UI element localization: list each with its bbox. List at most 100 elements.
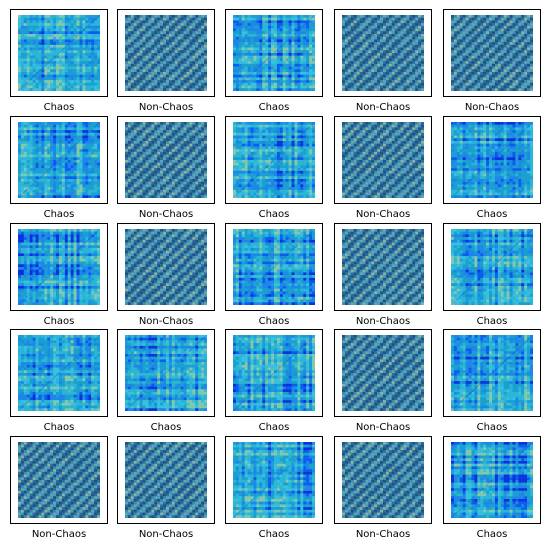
panel-frame bbox=[117, 223, 215, 311]
recurrence-plot-icon bbox=[233, 229, 315, 305]
panel-frame bbox=[334, 329, 432, 417]
panel-label: Chaos bbox=[476, 316, 508, 327]
panel-7: Non-Chaos bbox=[117, 116, 215, 224]
panel-11: Chaos bbox=[10, 223, 108, 331]
panel-label: Chaos bbox=[258, 102, 290, 113]
panel-frame bbox=[225, 329, 323, 417]
recurrence-plot-icon bbox=[233, 122, 315, 198]
panel-label: Chaos bbox=[43, 422, 75, 433]
panel-5: Non-Chaos bbox=[443, 9, 541, 117]
recurrence-plot-icon bbox=[342, 442, 424, 518]
panel-label: Non-Chaos bbox=[31, 529, 87, 540]
recurrence-plot-icon bbox=[342, 229, 424, 305]
panel-label: Chaos bbox=[43, 102, 75, 113]
recurrence-plot-icon bbox=[18, 335, 100, 411]
panel-frame bbox=[117, 9, 215, 97]
recurrence-plot-icon bbox=[451, 229, 533, 305]
recurrence-plot-icon bbox=[18, 122, 100, 198]
panel-frame bbox=[225, 9, 323, 97]
panel-9: Non-Chaos bbox=[334, 116, 432, 224]
panel-frame bbox=[117, 116, 215, 204]
panel-25: Chaos bbox=[443, 436, 541, 544]
recurrence-plot-icon bbox=[451, 442, 533, 518]
panel-frame bbox=[225, 436, 323, 524]
panel-8: Chaos bbox=[225, 116, 323, 224]
panel-label: Chaos bbox=[258, 529, 290, 540]
panel-label: Non-Chaos bbox=[138, 316, 194, 327]
panel-frame bbox=[443, 223, 541, 311]
panel-label: Chaos bbox=[476, 422, 508, 433]
recurrence-plot-icon bbox=[125, 122, 207, 198]
panel-label: Non-Chaos bbox=[355, 316, 411, 327]
recurrence-plot-icon bbox=[451, 15, 533, 91]
panel-15: Chaos bbox=[443, 223, 541, 331]
panel-6: Chaos bbox=[10, 116, 108, 224]
panel-frame bbox=[443, 9, 541, 97]
recurrence-plot-icon bbox=[342, 15, 424, 91]
recurrence-plot-icon bbox=[125, 229, 207, 305]
panel-label: Non-Chaos bbox=[355, 209, 411, 220]
panel-frame bbox=[225, 116, 323, 204]
panel-frame bbox=[10, 9, 108, 97]
recurrence-plot-icon bbox=[125, 442, 207, 518]
recurrence-plot-icon bbox=[233, 442, 315, 518]
recurrence-plot-icon bbox=[342, 122, 424, 198]
panel-label: Non-Chaos bbox=[138, 102, 194, 113]
panel-frame bbox=[225, 223, 323, 311]
panel-18: Chaos bbox=[225, 329, 323, 437]
panel-4: Non-Chaos bbox=[334, 9, 432, 117]
panel-frame bbox=[10, 223, 108, 311]
panel-frame bbox=[117, 329, 215, 417]
panel-frame bbox=[334, 223, 432, 311]
panel-label: Chaos bbox=[150, 422, 182, 433]
panel-label: Chaos bbox=[258, 209, 290, 220]
panel-14: Non-Chaos bbox=[334, 223, 432, 331]
panel-frame bbox=[10, 436, 108, 524]
panel-label: Non-Chaos bbox=[138, 529, 194, 540]
panel-frame bbox=[443, 436, 541, 524]
panel-19: Non-Chaos bbox=[334, 329, 432, 437]
panel-label: Chaos bbox=[43, 316, 75, 327]
panel-label: Non-Chaos bbox=[355, 102, 411, 113]
panel-frame bbox=[10, 329, 108, 417]
panel-label: Chaos bbox=[43, 209, 75, 220]
panel-24: Non-Chaos bbox=[334, 436, 432, 544]
panel-frame bbox=[443, 116, 541, 204]
panel-10: Chaos bbox=[443, 116, 541, 224]
recurrence-plot-icon bbox=[18, 229, 100, 305]
panel-label: Chaos bbox=[258, 316, 290, 327]
recurrence-plot-icon bbox=[342, 335, 424, 411]
panel-frame bbox=[443, 329, 541, 417]
panel-frame bbox=[334, 436, 432, 524]
panel-frame bbox=[10, 116, 108, 204]
panel-20: Chaos bbox=[443, 329, 541, 437]
panel-22: Non-Chaos bbox=[117, 436, 215, 544]
panel-frame bbox=[334, 9, 432, 97]
panel-3: Chaos bbox=[225, 9, 323, 117]
panel-2: Non-Chaos bbox=[117, 9, 215, 117]
recurrence-plot-icon bbox=[451, 335, 533, 411]
recurrence-plot-icon bbox=[451, 122, 533, 198]
panel-13: Chaos bbox=[225, 223, 323, 331]
panel-1: Chaos bbox=[10, 9, 108, 117]
panel-label: Non-Chaos bbox=[355, 422, 411, 433]
panel-12: Non-Chaos bbox=[117, 223, 215, 331]
recurrence-plot-icon bbox=[125, 15, 207, 91]
panel-label: Non-Chaos bbox=[464, 102, 520, 113]
panel-label: Chaos bbox=[476, 529, 508, 540]
panel-frame bbox=[334, 116, 432, 204]
panel-21: Non-Chaos bbox=[10, 436, 108, 544]
panel-23: Chaos bbox=[225, 436, 323, 544]
recurrence-plot-icon bbox=[18, 442, 100, 518]
panel-label: Non-Chaos bbox=[138, 209, 194, 220]
recurrence-plot-icon bbox=[233, 15, 315, 91]
panel-label: Non-Chaos bbox=[355, 529, 411, 540]
recurrence-plot-icon bbox=[233, 335, 315, 411]
panel-label: Chaos bbox=[258, 422, 290, 433]
recurrence-plot-icon bbox=[18, 15, 100, 91]
recurrence-plot-icon bbox=[125, 335, 207, 411]
panel-label: Chaos bbox=[476, 209, 508, 220]
panel-17: Chaos bbox=[117, 329, 215, 437]
panel-frame bbox=[117, 436, 215, 524]
